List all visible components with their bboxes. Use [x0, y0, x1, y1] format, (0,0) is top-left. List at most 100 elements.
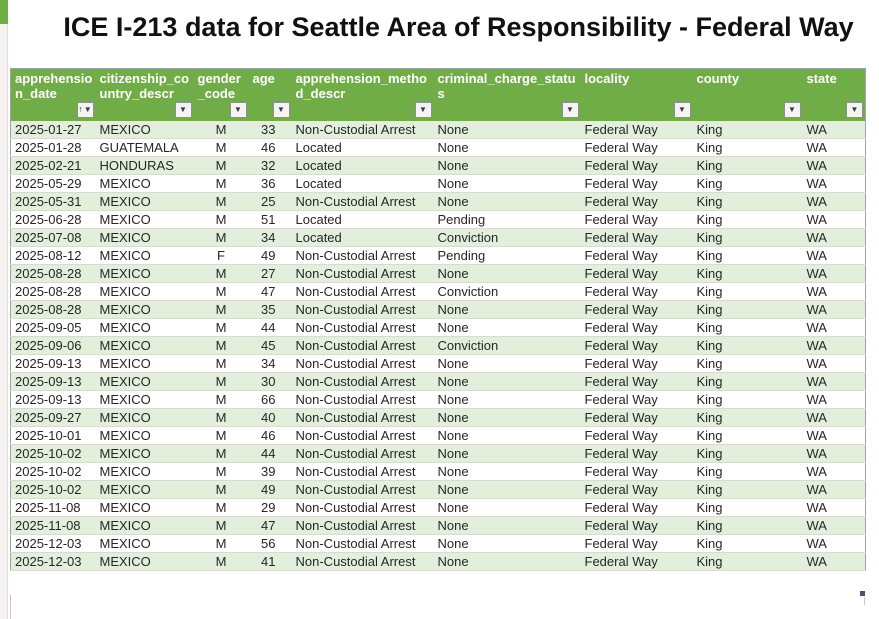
cell[interactable]: 49: [248, 246, 292, 265]
cell[interactable]: 30: [248, 372, 292, 391]
cell[interactable]: Non-Custodial Arrest: [291, 192, 434, 211]
cell[interactable]: Federal Way: [580, 318, 693, 337]
cell[interactable]: WA: [802, 336, 866, 355]
cell[interactable]: 25: [248, 192, 292, 211]
cell[interactable]: 2025-09-13: [10, 390, 96, 409]
cell[interactable]: Conviction: [433, 336, 581, 355]
cell[interactable]: None: [433, 498, 581, 517]
cell[interactable]: Federal Way: [580, 210, 693, 229]
cell[interactable]: MEXICO: [95, 408, 194, 427]
cell[interactable]: 41: [248, 552, 292, 571]
cell[interactable]: King: [692, 156, 803, 175]
cell[interactable]: 35: [248, 300, 292, 319]
cell[interactable]: None: [433, 552, 581, 571]
cell[interactable]: M: [193, 552, 249, 571]
cell[interactable]: 34: [248, 354, 292, 373]
cell[interactable]: 27: [248, 264, 292, 283]
cell[interactable]: MEXICO: [95, 228, 194, 247]
cell[interactable]: MEXICO: [95, 282, 194, 301]
cell[interactable]: M: [193, 462, 249, 481]
cell[interactable]: Federal Way: [580, 354, 693, 373]
cell[interactable]: Non-Custodial Arrest: [291, 480, 434, 499]
cell[interactable]: Non-Custodial Arrest: [291, 552, 434, 571]
filter-button[interactable]: ▼: [673, 101, 691, 118]
cell[interactable]: GUATEMALA: [95, 138, 194, 157]
cell[interactable]: None: [433, 120, 581, 139]
filter-button[interactable]: ▼: [414, 101, 432, 118]
cell[interactable]: 2025-06-28: [10, 210, 96, 229]
column-header-locality[interactable]: locality ▼: [580, 68, 693, 121]
cell[interactable]: Federal Way: [580, 282, 693, 301]
cell[interactable]: WA: [802, 318, 866, 337]
cell[interactable]: M: [193, 354, 249, 373]
column-header-criminal_charge_status[interactable]: criminal_charge_status ▼: [433, 68, 581, 121]
cell[interactable]: King: [692, 462, 803, 481]
cell[interactable]: Federal Way: [580, 426, 693, 445]
cell[interactable]: Federal Way: [580, 462, 693, 481]
cell[interactable]: King: [692, 192, 803, 211]
cell[interactable]: Federal Way: [580, 192, 693, 211]
cell[interactable]: MEXICO: [95, 246, 194, 265]
cell[interactable]: Pending: [433, 210, 581, 229]
cell[interactable]: MEXICO: [95, 264, 194, 283]
cell[interactable]: 66: [248, 390, 292, 409]
filter-button[interactable]: ▼: [272, 101, 290, 118]
cell[interactable]: WA: [802, 444, 866, 463]
cell[interactable]: F: [193, 246, 249, 265]
column-header-age[interactable]: age ▼: [248, 68, 292, 121]
cell[interactable]: 39: [248, 462, 292, 481]
cell[interactable]: Federal Way: [580, 120, 693, 139]
cell[interactable]: 2025-10-02: [10, 444, 96, 463]
cell[interactable]: Non-Custodial Arrest: [291, 444, 434, 463]
cell[interactable]: King: [692, 408, 803, 427]
cell[interactable]: Federal Way: [580, 264, 693, 283]
column-header-gender_code[interactable]: gender_code ▼: [193, 68, 249, 121]
column-header-state[interactable]: state ▼: [802, 68, 866, 121]
cell[interactable]: Located: [291, 228, 434, 247]
cell[interactable]: MEXICO: [95, 336, 194, 355]
cell[interactable]: 2025-07-08: [10, 228, 96, 247]
cell[interactable]: M: [193, 138, 249, 157]
cell[interactable]: Federal Way: [580, 156, 693, 175]
cell[interactable]: King: [692, 120, 803, 139]
cell[interactable]: WA: [802, 282, 866, 301]
cell[interactable]: WA: [802, 228, 866, 247]
cell[interactable]: MEXICO: [95, 516, 194, 535]
cell[interactable]: None: [433, 156, 581, 175]
cell[interactable]: King: [692, 372, 803, 391]
cell[interactable]: King: [692, 228, 803, 247]
cell[interactable]: Conviction: [433, 228, 581, 247]
cell[interactable]: King: [692, 426, 803, 445]
cell[interactable]: MEXICO: [95, 210, 194, 229]
cell[interactable]: 33: [248, 120, 292, 139]
cell[interactable]: None: [433, 138, 581, 157]
cell[interactable]: King: [692, 246, 803, 265]
cell[interactable]: Pending: [433, 246, 581, 265]
cell[interactable]: 2025-08-28: [10, 282, 96, 301]
cell[interactable]: Non-Custodial Arrest: [291, 318, 434, 337]
cell[interactable]: WA: [802, 300, 866, 319]
cell[interactable]: King: [692, 444, 803, 463]
cell[interactable]: Federal Way: [580, 516, 693, 535]
cell[interactable]: 2025-01-27: [10, 120, 96, 139]
cell[interactable]: WA: [802, 192, 866, 211]
cell[interactable]: MEXICO: [95, 390, 194, 409]
cell[interactable]: King: [692, 282, 803, 301]
cell[interactable]: MEXICO: [95, 462, 194, 481]
cell[interactable]: 44: [248, 444, 292, 463]
cell[interactable]: M: [193, 156, 249, 175]
cell[interactable]: Federal Way: [580, 534, 693, 553]
cell[interactable]: 2025-09-13: [10, 354, 96, 373]
cell[interactable]: King: [692, 174, 803, 193]
cell[interactable]: 2025-10-02: [10, 480, 96, 499]
cell[interactable]: 46: [248, 426, 292, 445]
cell[interactable]: Federal Way: [580, 300, 693, 319]
cell[interactable]: King: [692, 318, 803, 337]
cell[interactable]: 2025-12-03: [10, 534, 96, 553]
cell[interactable]: Non-Custodial Arrest: [291, 426, 434, 445]
cell[interactable]: 2025-02-21: [10, 156, 96, 175]
cell[interactable]: Federal Way: [580, 498, 693, 517]
cell[interactable]: 45: [248, 336, 292, 355]
cell[interactable]: MEXICO: [95, 120, 194, 139]
cell[interactable]: None: [433, 408, 581, 427]
